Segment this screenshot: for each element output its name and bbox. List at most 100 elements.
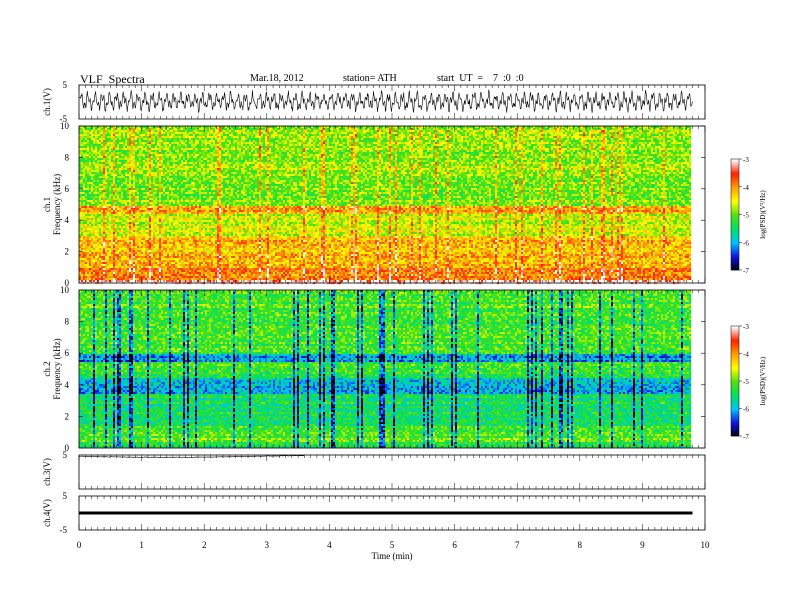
s2-colorbar-cell [731, 425, 739, 427]
s2-colorbar-tick-label: -6 [743, 406, 749, 414]
s1-colorbar-cell [731, 181, 739, 183]
s1-colorbar-cell [731, 255, 739, 257]
s1-colorbar-cell [731, 172, 739, 174]
s2-colorbar-cell [731, 346, 739, 348]
s1-colorbar-cell [731, 239, 739, 241]
s1-colorbar-cell [731, 198, 739, 200]
s2-colorbar-cell [731, 330, 739, 332]
s2-colorbar-cell [731, 432, 739, 434]
s1-colorbar-cell [731, 220, 739, 222]
xtick-label: 9 [640, 540, 645, 550]
s2-colorbar-cell [731, 427, 739, 429]
s2-colorbar-cell [731, 387, 739, 389]
s2-colorbar-cell [731, 377, 739, 379]
s2-colorbar-cell [731, 350, 739, 352]
xtick-label: 7 [515, 540, 520, 550]
s1-ytick-label: 8 [65, 152, 70, 162]
s1-colorbar-cell [731, 205, 739, 207]
s2-colorbar-cell [731, 410, 739, 412]
s2-colorbar-cell [731, 399, 739, 401]
xtick-label: 8 [578, 540, 583, 550]
s2-colorbar-tick-label: -4 [743, 351, 749, 359]
s2-colorbar-cell [731, 341, 739, 343]
s2-colorbar-tick-label: -7 [743, 433, 749, 441]
s2-colorbar-cell [731, 423, 739, 425]
s2-cells [79, 290, 691, 448]
s1-ytick-label: 6 [65, 184, 70, 194]
s1-colorbar-cell [731, 244, 739, 246]
s1-colorbar-cell [731, 179, 739, 181]
s1-colorbar-cell [731, 168, 739, 170]
s1-colorbar-cell [731, 163, 739, 165]
s2-colorbar-cell [731, 403, 739, 405]
xtick-label: 10 [701, 540, 711, 550]
s1-colorbar-cell [731, 250, 739, 252]
s2-colorbar-cell [731, 366, 739, 368]
s1-colorbar-cell [731, 170, 739, 172]
s1-colorbar-cell [731, 229, 739, 231]
s2-colorbar-cell [731, 326, 739, 328]
s2-colorbar-cell [731, 416, 739, 418]
s1-colorbar-cell [731, 216, 739, 218]
s1-colorbar-cell [731, 176, 739, 178]
s1-colorbar-cell [731, 252, 739, 254]
s2-colorbar-cell [731, 355, 739, 357]
xtick-label: 1 [139, 540, 144, 550]
s2-colorbar-cell [731, 401, 739, 403]
s1-colorbar-cell [731, 233, 739, 235]
s1-colorbar-cell [731, 178, 739, 180]
s1-colorbar-tick-label: -3 [743, 156, 749, 164]
s2-colorbar-cell [731, 398, 739, 400]
s2-colorbar-cell [731, 328, 739, 330]
s1-colorbar-cell [731, 209, 739, 211]
s2-colorbar-cell [731, 354, 739, 356]
s1-colorbar-cell [731, 266, 739, 268]
ch1-ylabel: ch.1(V) [42, 88, 52, 116]
s1-colorbar-cell [731, 161, 739, 163]
s2-ytick-label: 8 [65, 317, 70, 327]
ch4-ytick-label: -5 [60, 525, 68, 535]
s2-colorbar-cell [731, 420, 739, 422]
s2-ytick-label: 10 [60, 285, 70, 295]
s1-colorbar-cell [731, 189, 739, 191]
s2-colorbar-cell [731, 385, 739, 387]
s1-colorbar-cell [731, 253, 739, 255]
s1-colorbar-tick-label: -7 [743, 267, 749, 275]
s1-colorbar-cell [731, 174, 739, 176]
s2-colorbar-cell [731, 409, 739, 411]
s1-colorbar-cell [731, 183, 739, 185]
s1-colorbar-cell [731, 218, 739, 220]
s2-ytick-label: 4 [65, 380, 70, 390]
s1-colorbar-cell [731, 203, 739, 205]
s1-colorbar-cell [731, 264, 739, 266]
s2-colorbar-cell [731, 388, 739, 390]
s1-ylabel: ch.1 [42, 197, 52, 212]
ch4-ytick-label: 5 [63, 491, 68, 501]
vlf-figure: 5-5ch.1(V)0246810ch.1 Frequency (kHz)-3-4… [0, 0, 792, 612]
s2-colorbar-cell [731, 339, 739, 341]
xtick-label: 2 [202, 540, 207, 550]
s2-colorbar-cell [731, 418, 739, 420]
s2-colorbar-tick-label: -5 [743, 378, 749, 386]
s2-ytick-label: 2 [65, 411, 70, 421]
s2-colorbar-cell [731, 431, 739, 433]
s1-colorbar-cell [731, 166, 739, 168]
s2-colorbar-cell [731, 361, 739, 363]
s1-colorbar-cell [731, 207, 739, 209]
s1-colorbar-cell [731, 246, 739, 248]
s1-colorbar-label: log(PSD)(V²/Hz) [759, 190, 767, 239]
s2-colorbar-cell [731, 372, 739, 374]
s2-colorbar-cell [731, 352, 739, 354]
xtick-label: 4 [327, 540, 332, 550]
ch4-ylabel: ch.4(V) [42, 499, 52, 527]
s1-colorbar-cell [731, 187, 739, 189]
ch3-ylabel: ch.3(V) [42, 458, 52, 486]
s1-colorbar-cell [731, 211, 739, 213]
s2-colorbar-cell [731, 414, 739, 416]
s2-colorbar-cell [731, 381, 739, 383]
s1-colorbar-cell [731, 248, 739, 250]
xaxis-label: Time (min) [372, 551, 413, 561]
s2-colorbar-cell [731, 394, 739, 396]
s1-colorbar-tick-label: -6 [743, 239, 749, 247]
s1-colorbar-cell [731, 202, 739, 204]
